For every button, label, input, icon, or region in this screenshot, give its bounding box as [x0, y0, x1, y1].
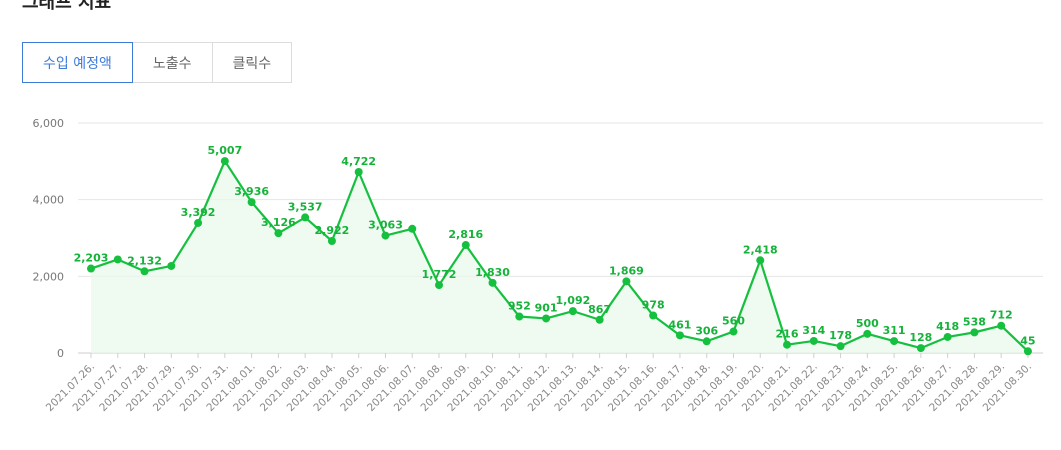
data-point [408, 224, 417, 233]
y-tick-label: 2,000 [33, 270, 65, 283]
data-point [675, 331, 684, 340]
data-point [783, 340, 792, 349]
data-label: 2,816 [448, 228, 483, 241]
data-point [488, 278, 497, 287]
data-label: 128 [909, 331, 932, 344]
data-label: 3,063 [368, 219, 403, 232]
data-point [943, 332, 952, 341]
data-label: 1,869 [609, 264, 644, 277]
data-label: 1,092 [555, 294, 590, 307]
data-point [461, 241, 470, 250]
data-label: 4,722 [341, 155, 376, 168]
data-label: 901 [535, 301, 558, 314]
data-point [113, 255, 122, 264]
data-label: 538 [963, 315, 986, 328]
data-point [595, 315, 604, 324]
series-line [90, 159, 1029, 353]
data-label: 45 [1020, 334, 1035, 347]
data-label: 2,132 [127, 254, 162, 267]
data-point [756, 256, 765, 265]
tab-expected-revenue[interactable]: 수입 예정액 [22, 42, 133, 83]
data-label: 712 [990, 309, 1013, 322]
data-point [274, 229, 283, 238]
data-point [702, 337, 711, 346]
data-point [194, 218, 203, 227]
data-point [568, 307, 577, 316]
data-label: 2,203 [74, 252, 109, 265]
data-label: 306 [695, 324, 718, 337]
series-area [91, 161, 1028, 353]
data-label: 178 [829, 329, 852, 342]
data-point [970, 328, 979, 337]
data-label: 3,936 [234, 185, 269, 198]
data-label: 1,830 [475, 266, 510, 279]
data-point [809, 336, 818, 345]
data-label: 2,922 [315, 224, 350, 237]
data-label: 560 [722, 315, 745, 328]
y-tick-label: 6,000 [33, 117, 65, 130]
data-label: 978 [642, 299, 665, 312]
data-label: 216 [776, 328, 799, 341]
data-point [863, 329, 872, 338]
data-point [381, 231, 390, 240]
data-label: 867 [588, 303, 611, 316]
data-label: 311 [883, 324, 906, 337]
y-tick-label: 4,000 [33, 194, 65, 207]
data-point [327, 236, 336, 245]
y-tick-label: 0 [57, 347, 64, 360]
data-point [729, 327, 738, 336]
data-point [301, 213, 310, 222]
section-title: 그래프 지표 [22, 0, 112, 13]
data-point [515, 312, 524, 321]
data-point [220, 157, 229, 166]
data-point [354, 167, 363, 176]
data-point [542, 314, 551, 323]
data-point [836, 342, 845, 351]
data-label: 3,126 [261, 216, 296, 229]
data-point [1023, 347, 1032, 356]
data-point [622, 277, 631, 286]
data-point [649, 311, 658, 320]
data-label: 5,007 [207, 144, 242, 157]
data-label: 314 [802, 324, 825, 337]
data-point [997, 321, 1006, 330]
data-label: 418 [936, 320, 959, 333]
metric-tabs: 수입 예정액 노출수 클릭수 [22, 42, 293, 83]
data-point [140, 267, 149, 276]
data-label: 461 [668, 318, 691, 331]
data-label: 3,537 [288, 200, 323, 213]
data-point [87, 264, 95, 273]
data-label: 2,418 [743, 243, 778, 256]
data-point [890, 337, 899, 346]
data-label: 952 [508, 300, 531, 313]
data-label: 3,392 [181, 206, 216, 219]
data-point [435, 281, 444, 290]
data-point [167, 261, 176, 270]
data-label: 500 [856, 317, 879, 330]
tab-clicks[interactable]: 클릭수 [211, 42, 293, 83]
data-label: 1,772 [422, 268, 457, 281]
data-point [247, 198, 256, 207]
data-point [916, 344, 925, 353]
